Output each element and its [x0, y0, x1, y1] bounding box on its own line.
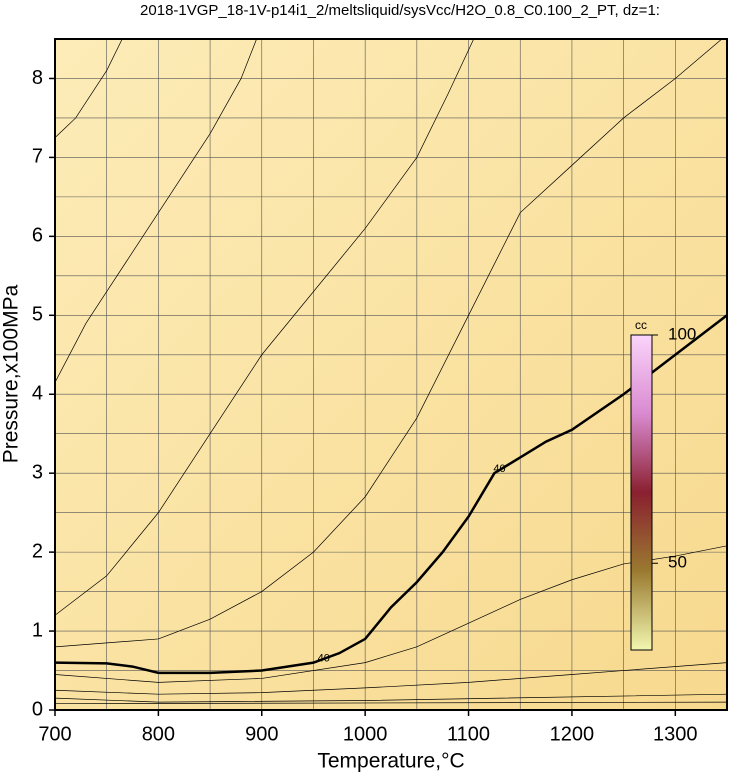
- x-tick-label: 700: [38, 723, 71, 745]
- x-axis-label: Temperature,°C: [317, 750, 464, 773]
- plot-frame: [54, 38, 728, 711]
- x-tick-label: 1300: [653, 723, 698, 745]
- contour-line: [54, 38, 475, 616]
- y-tick-label: 4: [32, 383, 43, 405]
- y-tick-label: 6: [32, 225, 43, 247]
- colorbar-label: cc: [635, 318, 647, 332]
- contour-line: [54, 662, 728, 695]
- contour-line: [54, 38, 257, 383]
- chart-title: 2018-1VGP_18-1V-p14i1_2/meltsliquid/sysV…: [140, 2, 660, 19]
- x-tick-label: 900: [245, 723, 278, 745]
- y-tick-label: 8: [32, 67, 43, 89]
- y-axis-label: Pressure,x100MPa: [0, 284, 23, 463]
- contour-line: [54, 38, 723, 648]
- y-tick-label: 1: [32, 619, 43, 641]
- x-tick-label: 800: [142, 723, 175, 745]
- contour-line: [54, 38, 123, 138]
- x-tick-label: 1000: [343, 723, 388, 745]
- contour-label: 40: [493, 463, 505, 475]
- x-tick-label: 1200: [550, 723, 595, 745]
- y-tick-label: 0: [32, 698, 43, 720]
- x-tick-label: 1100: [447, 723, 490, 745]
- contour-line: [54, 701, 728, 705]
- colorbar: [630, 334, 653, 651]
- contour-label: 40: [318, 653, 330, 665]
- y-tick-label: 5: [32, 304, 43, 326]
- y-tick-label: 2: [32, 540, 43, 562]
- plot-background: [55, 39, 727, 710]
- contour-line: [54, 693, 728, 703]
- y-tick-label: 7: [32, 146, 43, 168]
- colorbar-tick-label: 100: [668, 324, 696, 343]
- colorbar-tick-label: 50: [668, 553, 687, 572]
- contour-line: [54, 314, 728, 675]
- y-tick-label: 3: [32, 461, 43, 483]
